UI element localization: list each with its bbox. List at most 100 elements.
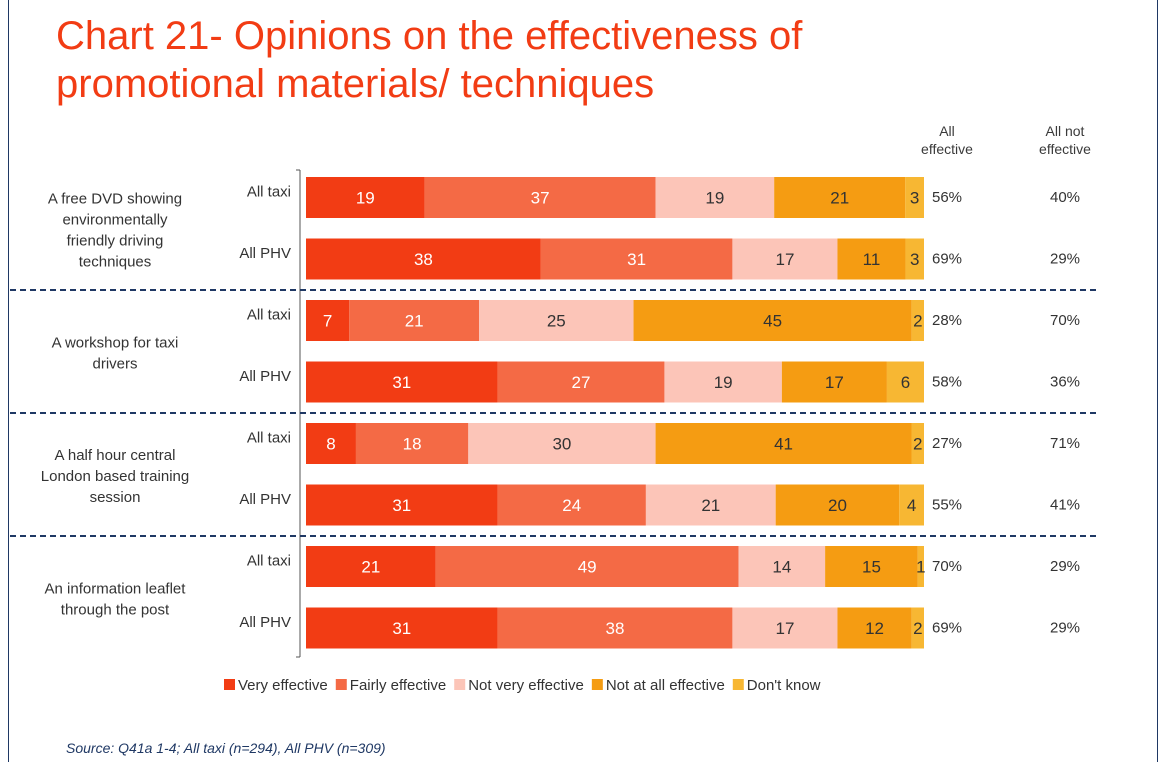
bar-segment [306, 484, 498, 526]
bar-segment [645, 484, 776, 526]
legend-label: Very effective [238, 677, 328, 694]
group-label-line: London based training [41, 468, 189, 485]
data-label: 31 [392, 619, 411, 638]
data-label: 12 [865, 619, 884, 638]
data-label: 37 [531, 189, 550, 208]
data-label: 19 [356, 189, 375, 208]
data-label: 8 [326, 435, 335, 454]
column-header-all-not-effective-line1: All not [1045, 123, 1085, 139]
data-label: 31 [392, 373, 411, 392]
column-header-all-effective-line2: effective [921, 141, 973, 157]
all-not-effective-value: 36% [1050, 374, 1080, 391]
data-label: 38 [606, 619, 625, 638]
all-not-effective-value: 41% [1050, 497, 1080, 514]
all-effective-value: 28% [932, 312, 962, 329]
bar-segment [633, 300, 912, 341]
legend-swatch [732, 679, 744, 690]
data-label: 2 [913, 312, 922, 331]
source-note: Source: Q41a 1-4; All taxi (n=294), All … [66, 740, 386, 756]
data-label: 4 [907, 496, 916, 515]
legend-label: Don't know [747, 677, 821, 694]
data-label: 3 [910, 189, 919, 208]
data-label: 38 [414, 250, 433, 269]
bar-segment [306, 423, 356, 464]
bar-segment [479, 300, 634, 341]
data-label: 31 [392, 496, 411, 515]
group-label-line: through the post [61, 602, 170, 619]
data-label: 45 [763, 312, 782, 331]
bar-segment [899, 484, 924, 526]
data-label: 15 [862, 558, 881, 577]
data-label: 30 [552, 435, 571, 454]
column-header-all-effective: All effective [907, 122, 987, 158]
bar-segment [497, 484, 646, 526]
all-effective-value: 69% [932, 620, 962, 637]
column-header-all-not-effective-line2: effective [1039, 141, 1091, 157]
row-label: All taxi [247, 184, 291, 201]
bar-segment [905, 177, 924, 218]
all-not-effective-value: 70% [1050, 312, 1080, 329]
data-label: 18 [403, 435, 422, 454]
bar-segment [738, 546, 826, 587]
row-label: All PHV [239, 614, 291, 631]
data-label: 19 [714, 373, 733, 392]
all-effective-value: 69% [932, 251, 962, 268]
legend-label: Not at all effective [606, 677, 725, 694]
bar-segment [837, 607, 912, 649]
row-label: All taxi [247, 553, 291, 570]
all-not-effective-value: 40% [1050, 189, 1080, 206]
legend-swatch [454, 679, 466, 690]
legend-swatch [335, 679, 347, 690]
data-label: 21 [361, 558, 380, 577]
bar-segment [306, 361, 498, 403]
group-label-line: environmentally [62, 212, 168, 229]
bar-segment [781, 361, 887, 403]
group-label-line: drivers [92, 356, 137, 373]
bar-segment [424, 177, 656, 218]
group-label-line: A workshop for taxi [52, 335, 179, 352]
bar-segment [655, 423, 912, 464]
bar-segment [732, 607, 838, 649]
data-label: 21 [701, 496, 720, 515]
row-label: All taxi [247, 307, 291, 324]
bar-segment [306, 546, 436, 587]
data-label: 21 [830, 189, 849, 208]
bar-segment [349, 300, 480, 341]
data-label: 3 [910, 250, 919, 269]
data-label: 11 [863, 250, 881, 269]
data-label: 27 [572, 373, 591, 392]
row-label: All PHV [239, 491, 291, 508]
all-effective-value: 27% [932, 435, 962, 452]
all-not-effective-value: 29% [1050, 558, 1080, 575]
data-label: 25 [547, 312, 566, 331]
data-label: 2 [913, 435, 922, 454]
legend-swatch [224, 679, 235, 690]
data-label: 21 [405, 312, 424, 331]
all-effective-value: 70% [932, 558, 962, 575]
stacked-bar-chart: A free DVD showing environmentally friendl… [10, 169, 1100, 694]
bar-segment [540, 238, 733, 280]
bar-segment [825, 546, 918, 587]
bar-segment [306, 238, 541, 280]
bar-segment [497, 607, 733, 649]
all-effective-value: 58% [932, 374, 962, 391]
data-label: 20 [828, 496, 847, 515]
data-label: 24 [562, 496, 581, 515]
group-label-line: A free DVD showing [48, 191, 182, 208]
all-effective-value: 56% [932, 189, 962, 206]
legend-label: Not very effective [468, 677, 584, 694]
bar-segment [905, 238, 924, 280]
data-label: 14 [772, 558, 791, 577]
bar-segment [306, 177, 425, 218]
bar-segment [774, 177, 906, 218]
group-label-line: friendly driving [67, 233, 164, 250]
group-label-line: techniques [79, 254, 152, 271]
data-label: 19 [705, 189, 724, 208]
group-label-line: A half hour central [55, 447, 176, 464]
bar-segment [911, 423, 924, 464]
bar-segment [306, 300, 350, 341]
bar-segment [886, 361, 924, 403]
all-not-effective-value: 29% [1050, 251, 1080, 268]
bar-segment [306, 607, 498, 649]
row-label: All taxi [247, 430, 291, 447]
